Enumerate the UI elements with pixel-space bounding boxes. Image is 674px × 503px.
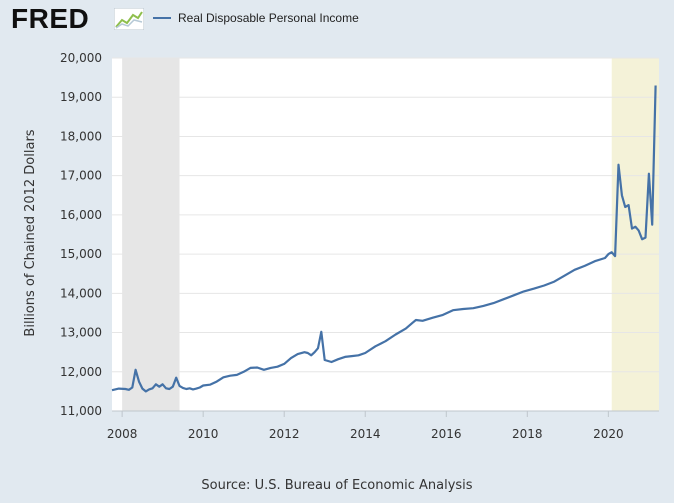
series-group	[111, 85, 657, 393]
line-chart: 11,000 12,000 13,000 14,000 15,000 16,000 17,0…	[23, 51, 659, 441]
y-tick-label: 14,000	[60, 286, 102, 300]
source-note: Source: U.S. Bureau of Economic Analysis	[201, 478, 473, 493]
plot-area	[112, 58, 659, 411]
y-tick-label: 13,000	[60, 326, 102, 340]
y-tick-label: 19,000	[60, 90, 102, 104]
y-tick-label: 16,000	[60, 208, 102, 222]
y-tick-label: 11,000	[60, 404, 102, 418]
gridlines	[112, 57, 659, 412]
x-tick-label: 2018	[512, 427, 543, 441]
fred-graph-icon	[114, 8, 144, 30]
plot-background	[112, 58, 659, 411]
legend-swatch	[153, 17, 171, 19]
y-tick-label: 12,000	[60, 365, 102, 379]
x-tick-label: 2014	[350, 427, 381, 441]
x-tick-label: 2012	[269, 427, 300, 441]
x-axis-ticks: 2008 2010 2012 2014 2016 2018 2020	[107, 410, 659, 441]
x-tick-label: 2008	[107, 427, 138, 441]
shaded-periods	[122, 58, 659, 411]
shaded-period-1	[611, 58, 659, 411]
series-line-0[interactable]	[111, 85, 657, 393]
x-tick-label: 2016	[431, 427, 462, 441]
y-axis-ticks: 11,000 12,000 13,000 14,000 15,000 16,000 17,0…	[60, 51, 102, 418]
y-axis-label: Billions of Chained 2012 Dollars	[23, 129, 38, 336]
fred-logo[interactable]: FRED	[11, 3, 90, 34]
legend[interactable]: Real Disposable Personal Income	[153, 11, 359, 25]
x-tick-label: 2020	[593, 427, 624, 441]
y-tick-label: 20,000	[60, 51, 102, 65]
y-tick-label: 17,000	[60, 169, 102, 183]
header: FRED Real Disposable Personal Income	[0, 0, 674, 44]
shaded-period-0	[122, 58, 180, 411]
legend-label: Real Disposable Personal Income	[178, 11, 359, 25]
y-tick-label: 15,000	[60, 247, 102, 261]
y-tick-label: 18,000	[60, 129, 102, 143]
x-tick-label: 2010	[188, 427, 219, 441]
